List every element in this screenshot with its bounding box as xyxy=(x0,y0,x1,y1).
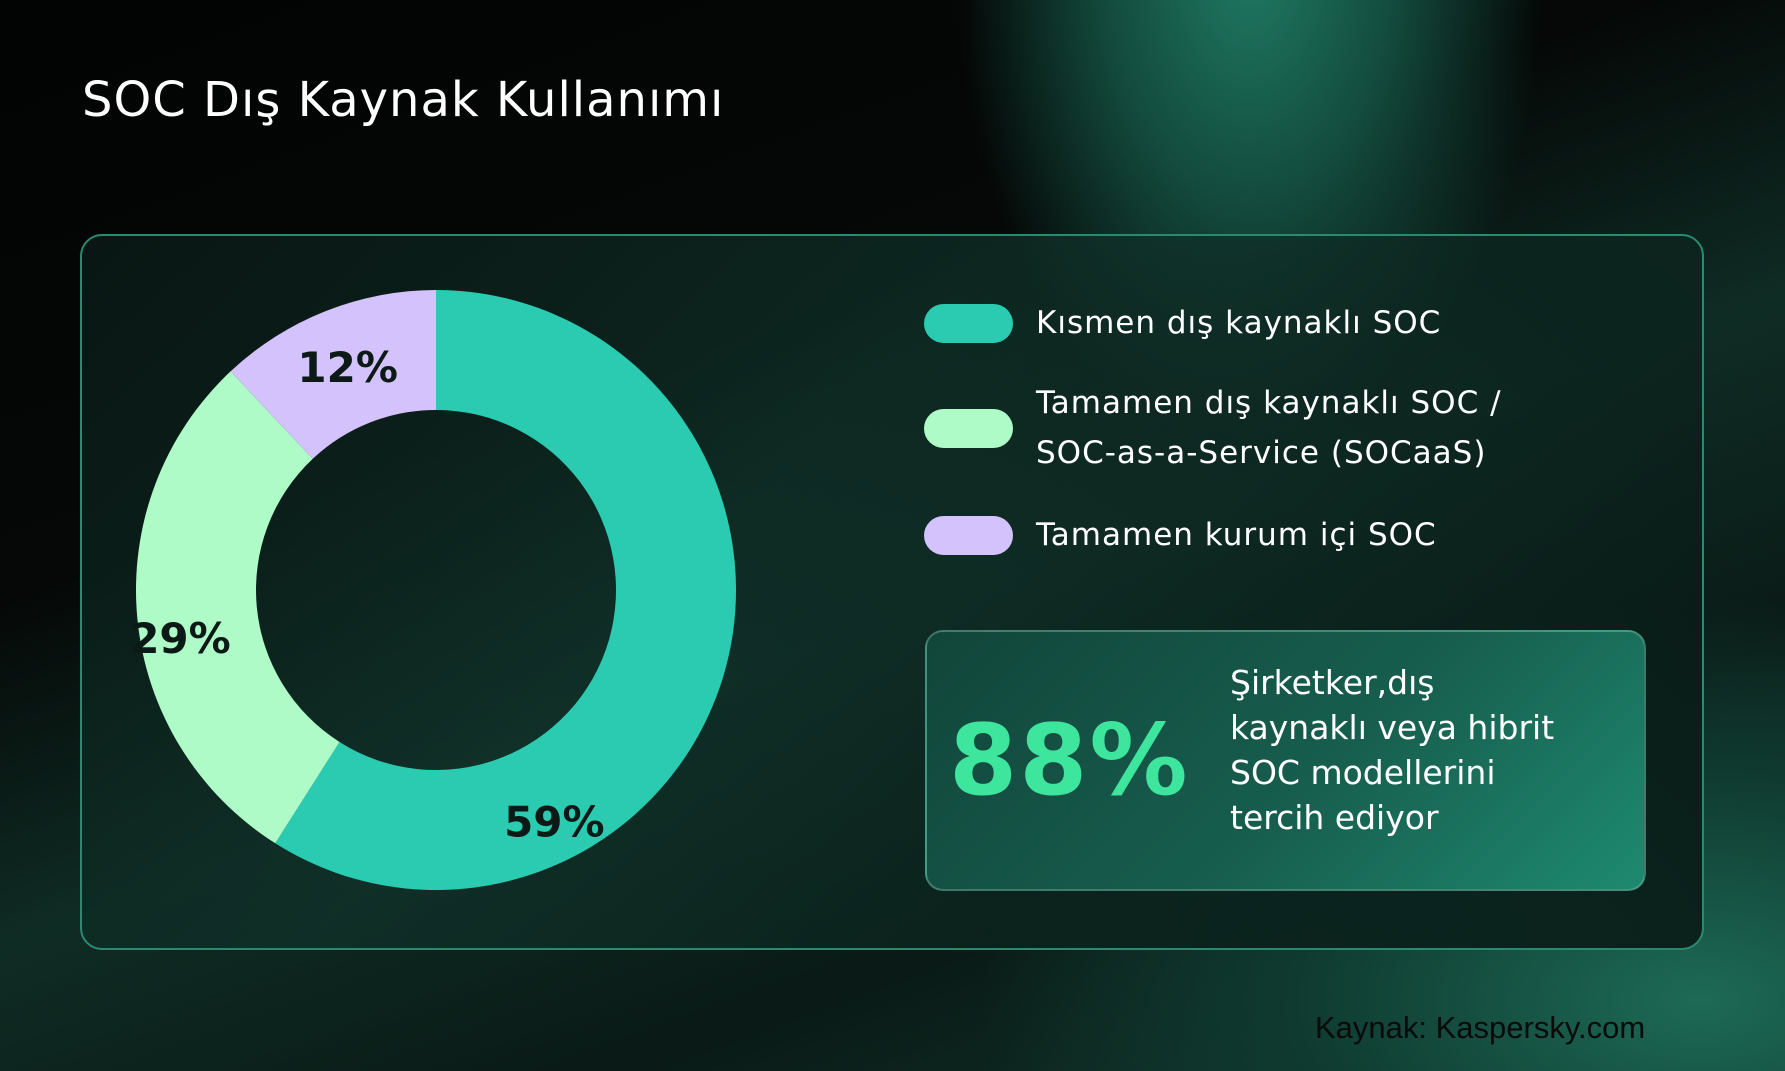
legend-swatch xyxy=(924,408,1013,448)
stat-value: 88% xyxy=(949,704,1190,818)
source-note: Kaynak: Kaspersky.com xyxy=(1315,1010,1646,1045)
legend-swatch xyxy=(924,303,1013,343)
stat-box: 88% Şirketker,dış kaynaklı veya hibrit SOC… xyxy=(925,630,1646,891)
slice-label: 29% xyxy=(130,614,231,663)
donut-slice xyxy=(230,290,436,459)
legend-item-partial: Kısmen dış kaynaklı SOC xyxy=(924,298,1441,348)
page-title: SOC Dış Kaynak Kullanımı xyxy=(82,72,725,128)
legend-label: Kısmen dış kaynaklı SOC xyxy=(1036,305,1442,341)
legend-label: Tamamen dış kaynaklı SOC / SOC-as-a-Servi… xyxy=(1036,385,1502,471)
legend-swatch xyxy=(924,515,1013,555)
legend-item-inhouse: Tamamen kurum içi SOC xyxy=(924,510,1437,560)
slice-label: 59% xyxy=(504,798,605,847)
donut-slice xyxy=(275,290,736,890)
slice-label: 12% xyxy=(297,343,398,392)
legend-label: Tamamen kurum içi SOC xyxy=(1036,517,1437,553)
legend-item-full-outsourced: Tamamen dış kaynaklı SOC / SOC-as-a-Servi… xyxy=(924,378,1502,478)
stat-description: Şirketker,dış kaynaklı veya hibrit SOC mod… xyxy=(1230,663,1555,837)
donut-slice xyxy=(136,371,340,844)
